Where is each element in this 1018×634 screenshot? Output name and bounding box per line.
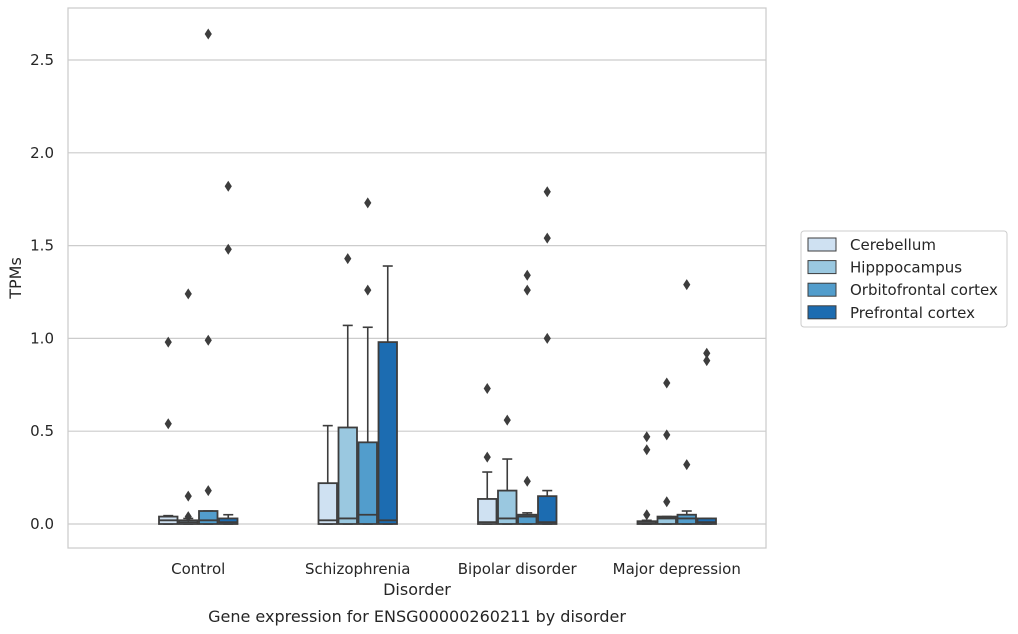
x-axis-title: Disorder (383, 580, 451, 599)
outlier-point (523, 284, 531, 296)
outlier-point (364, 284, 372, 296)
box-body (696, 517, 717, 525)
outlier-point (184, 511, 192, 523)
box-body (377, 341, 398, 525)
box-4 (696, 347, 717, 525)
outlier-point (543, 232, 551, 244)
y-tick-label: 2.5 (30, 51, 54, 69)
legend-label: Cerebellum (850, 236, 936, 254)
box-4 (636, 431, 657, 525)
box-body (537, 495, 558, 525)
outlier-point (204, 485, 212, 497)
legend-swatch (807, 305, 837, 320)
outlier-point (224, 243, 232, 255)
x-tick-label: Bipolar disorder (458, 560, 578, 578)
legend-label: Orbitofrontal cortex (850, 281, 998, 299)
outlier-point (184, 490, 192, 502)
outlier-point (523, 475, 531, 487)
y-tick-label: 2.0 (30, 144, 54, 162)
legend-swatch (807, 282, 837, 297)
outlier-point (204, 28, 212, 40)
box-body (317, 482, 338, 525)
outlier-point (364, 197, 372, 209)
series-prefrontal-cortex (218, 180, 717, 525)
y-axis-title: TPMs (6, 257, 25, 300)
legend-label: Prefrontal cortex (850, 304, 975, 322)
outlier-point (663, 429, 671, 441)
outlier-point (483, 451, 491, 463)
plot-frame (67, 7, 767, 549)
box-2 (377, 265, 398, 525)
legend-swatch (807, 260, 837, 275)
box-body (477, 498, 498, 525)
box-body (656, 515, 677, 525)
outlier-point (683, 459, 691, 471)
legend-item: Prefrontal cortex (807, 304, 975, 322)
outlier-point (643, 509, 651, 521)
box-body (198, 510, 219, 525)
box-body (517, 513, 538, 525)
legend-frame (800, 230, 1008, 328)
box-3 (537, 186, 558, 525)
box-3 (477, 383, 498, 525)
series-hipppocampus (178, 253, 677, 525)
box-1 (218, 180, 239, 525)
outlier-point (643, 431, 651, 443)
legend-label: Hipppocampus (850, 259, 962, 277)
legend-item: Hipppocampus (807, 259, 962, 277)
y-tick-label: 1.5 (30, 237, 54, 255)
outlier-point (543, 332, 551, 344)
outlier-point (204, 334, 212, 346)
y-tick-label: 1.0 (30, 329, 54, 347)
outlier-point (663, 496, 671, 508)
legend-item: Cerebellum (807, 236, 936, 254)
outlier-point (663, 377, 671, 389)
outlier-point (164, 418, 172, 430)
outlier-point (503, 414, 511, 426)
outlier-point (184, 288, 192, 300)
box-body (676, 513, 697, 525)
box-body (218, 517, 239, 525)
outlier-point (683, 279, 691, 291)
outlier-point (523, 269, 531, 281)
box-3 (517, 269, 538, 525)
outlier-point (703, 347, 711, 359)
x-tick-label: Major depression (613, 560, 741, 578)
series-orbitofrontal-cortex (198, 28, 697, 525)
box-body (337, 426, 358, 525)
box-series (158, 28, 717, 525)
box-3 (497, 414, 518, 525)
plot-background (68, 8, 766, 548)
box-2 (357, 197, 378, 525)
x-tick-label: Schizophrenia (305, 560, 410, 578)
box-body (357, 441, 378, 525)
y-tick-label: 0.0 (30, 515, 54, 533)
outlier-point (224, 180, 232, 192)
outlier-point (344, 253, 352, 265)
series-cerebellum (158, 336, 657, 525)
outlier-point (703, 355, 711, 367)
chart-caption: Gene expression for ENSG00000260211 by d… (208, 607, 626, 626)
box-4 (676, 279, 697, 525)
legend-item: Orbitofrontal cortex (807, 281, 998, 299)
box-1 (198, 28, 219, 525)
legend: Cerebellum Hipppocampus Orbitofrontal cort… (800, 230, 1008, 328)
y-tick-labels: 0.0 0.5 1.0 1.5 2.0 2.5 (30, 51, 54, 533)
outlier-point (543, 186, 551, 198)
y-tick-label: 0.5 (30, 422, 54, 440)
x-tick-label: Control (171, 560, 225, 578)
box-1 (178, 288, 199, 525)
box-1 (158, 336, 179, 525)
box-2 (337, 253, 358, 525)
x-tick-labels: Control Schizophrenia Bipolar disorder Majo… (171, 560, 741, 578)
box-2 (317, 424, 338, 525)
outlier-point (643, 444, 651, 456)
outlier-point (483, 383, 491, 395)
box-body (497, 489, 518, 525)
legend-swatch (807, 237, 837, 252)
box-4 (656, 377, 677, 525)
outlier-point (164, 336, 172, 348)
